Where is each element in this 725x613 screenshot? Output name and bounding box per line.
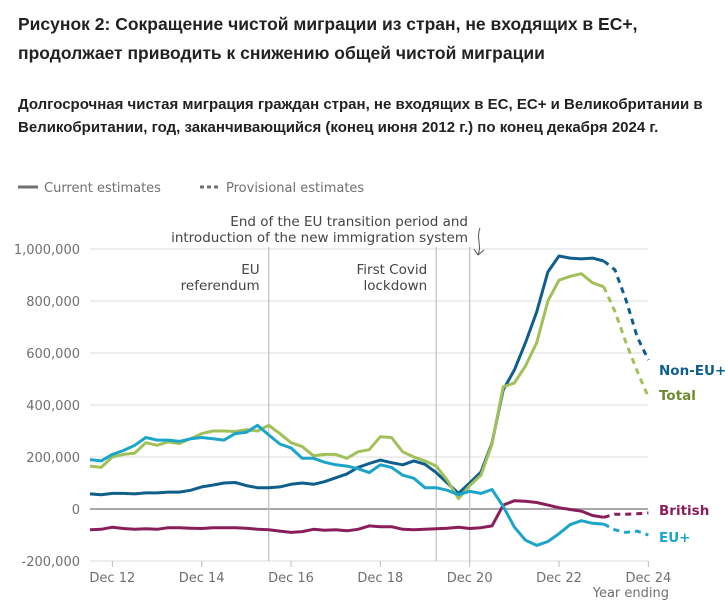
figure-subtitle: Долгосрочная чистая миграция граждан стр…	[18, 96, 703, 136]
annotation-text: referendum	[181, 278, 260, 294]
x-tick-label: Dec 18	[357, 571, 403, 586]
series-line-british-current	[89, 499, 604, 534]
annotation-text: First Covid	[356, 262, 427, 278]
series-label-eu: EU+	[659, 530, 691, 546]
series-line-british-provisional	[603, 511, 649, 519]
series-line-eu-provisional	[603, 522, 649, 537]
x-tick-label: Dec 22	[536, 571, 582, 586]
y-tick-label: -200,000	[22, 555, 80, 570]
annotation-arrow	[473, 227, 485, 256]
legend-current-label: Current estimates	[44, 181, 161, 196]
series-line-non-eu-provisional	[602, 259, 650, 361]
series-line-total-current	[89, 272, 605, 501]
y-tick-label: 400,000	[26, 399, 80, 414]
x-tick-label: Dec 14	[179, 571, 225, 586]
x-tick-label: Dec 16	[268, 571, 314, 586]
series-line-non-eu-current	[89, 254, 605, 497]
series-label-british: British	[659, 503, 709, 519]
annotation-text: lockdown	[364, 278, 428, 294]
y-tick-label: 200,000	[26, 451, 80, 466]
annotation-text: introduction of the new immigration syst…	[171, 230, 468, 246]
x-axis-label: Year ending	[592, 586, 669, 601]
x-tick-label: Dec 12	[89, 571, 135, 586]
y-tick-label: 1,000,000	[14, 243, 80, 258]
x-tick-label: Dec 24	[625, 571, 671, 586]
series-label-non-eu: Non-EU+	[659, 363, 725, 379]
series-label-total: Total	[659, 388, 696, 404]
y-tick-label: 600,000	[26, 347, 80, 362]
legend-provisional-label: Provisional estimates	[226, 181, 364, 196]
series-line-eu-current	[89, 423, 604, 547]
legend: Current estimates Provisional estimates	[18, 181, 364, 196]
y-tick-label: 800,000	[26, 295, 80, 310]
annotation-text: End of the EU transition period and	[230, 214, 468, 230]
figure-title: Рисунок 2: Сокращение чистой миграции из…	[18, 14, 638, 63]
y-tick-label: 0	[72, 503, 80, 518]
x-tick-label: Dec 20	[447, 571, 493, 586]
series-line-total-provisional	[602, 286, 650, 398]
annotation-text: EU	[241, 262, 259, 278]
